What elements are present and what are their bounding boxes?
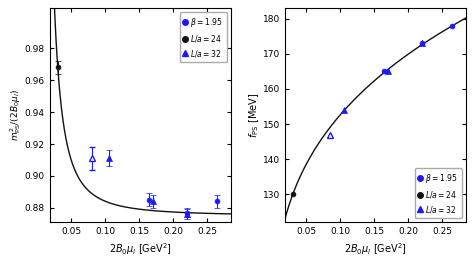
Y-axis label: $f_{\rm PS}$ [MeV]: $f_{\rm PS}$ [MeV] — [247, 93, 261, 138]
Legend: $\beta = 1.95$, $L/a = 24$, $L/a = 32$: $\beta = 1.95$, $L/a = 24$, $L/a = 32$ — [415, 168, 462, 218]
Y-axis label: $m^2_{\rm PS}/(2B_0\mu_l)$: $m^2_{\rm PS}/(2B_0\mu_l)$ — [9, 89, 23, 141]
Legend: $\beta = 1.95$, $L/a = 24$, $L/a = 32$: $\beta = 1.95$, $L/a = 24$, $L/a = 32$ — [180, 12, 227, 62]
X-axis label: $2B_0\mu_l$ [GeV$^2$]: $2B_0\mu_l$ [GeV$^2$] — [109, 242, 172, 257]
X-axis label: $2B_0\mu_l$ [GeV$^2$]: $2B_0\mu_l$ [GeV$^2$] — [344, 242, 407, 257]
